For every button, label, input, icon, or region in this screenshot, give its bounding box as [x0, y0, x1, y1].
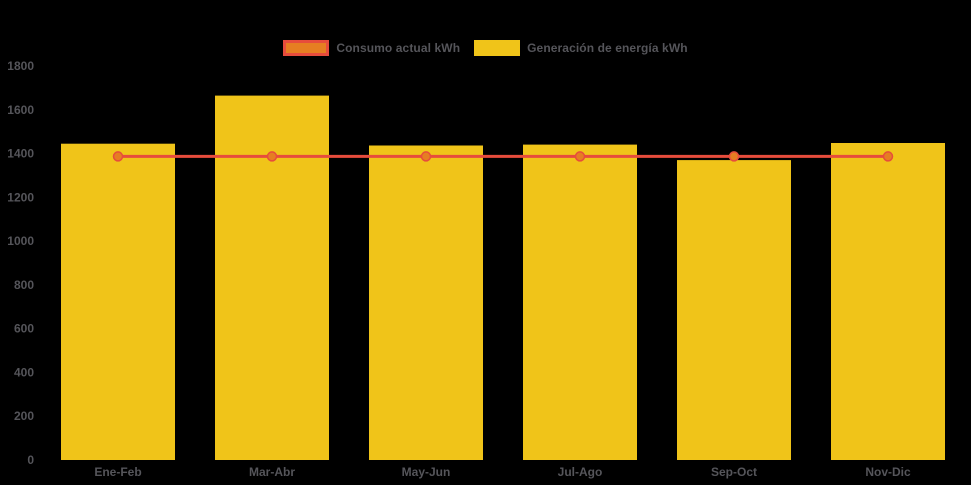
x-axis-label-May-Jun: May-Jun	[402, 465, 451, 479]
bar-May-Jun[interactable]	[369, 145, 483, 461]
y-axis-tick-1400: 1400	[7, 147, 34, 161]
x-axis-label-Mar-Abr: Mar-Abr	[249, 465, 295, 479]
line-point-Mar-Abr[interactable]	[266, 151, 278, 162]
y-axis-tick-200: 200	[14, 409, 34, 423]
x-axis-label-Sep-Oct: Sep-Oct	[711, 465, 757, 479]
y-axis-tick-600: 600	[14, 322, 34, 336]
consumo-line-swatch-icon	[283, 40, 330, 56]
line-point-Nov-Dic[interactable]	[882, 151, 894, 162]
legend-item-generacion[interactable]: Generación de energía kWh	[474, 40, 688, 56]
y-axis-tick-1800: 1800	[7, 59, 34, 73]
legend-item-consumo[interactable]: Consumo actual kWh	[283, 40, 460, 56]
line-point-Jul-Ago[interactable]	[574, 151, 586, 162]
bar-Mar-Abr[interactable]	[215, 95, 329, 460]
y-axis-tick-400: 400	[14, 365, 34, 379]
x-axis-label-Ene-Feb: Ene-Feb	[94, 465, 141, 479]
y-axis-tick-1600: 1600	[7, 103, 34, 117]
legend-label-consumo: Consumo actual kWh	[336, 41, 461, 55]
bar-Jul-Ago[interactable]	[523, 144, 637, 460]
x-axis-label-Nov-Dic: Nov-Dic	[865, 465, 911, 479]
y-axis-tick-800: 800	[14, 278, 34, 292]
x-axis-label-Jul-Ago: Jul-Ago	[558, 465, 603, 479]
y-axis-tick-1000: 1000	[7, 234, 34, 248]
chart-legend: Consumo actual kWh Generación de energía…	[0, 40, 971, 56]
legend-label-generacion: Generación de energía kWh	[527, 41, 688, 55]
generacion-bar-swatch-icon	[474, 40, 521, 56]
bar-Nov-Dic[interactable]	[831, 143, 945, 460]
line-point-May-Jun[interactable]	[420, 151, 432, 162]
line-point-Sep-Oct[interactable]	[728, 151, 740, 162]
y-axis-tick-0: 0	[27, 453, 34, 467]
bar-Ene-Feb[interactable]	[61, 143, 175, 460]
y-axis-tick-1200: 1200	[7, 190, 34, 204]
line-point-Ene-Feb[interactable]	[112, 151, 124, 162]
bar-Sep-Oct[interactable]	[677, 160, 791, 460]
